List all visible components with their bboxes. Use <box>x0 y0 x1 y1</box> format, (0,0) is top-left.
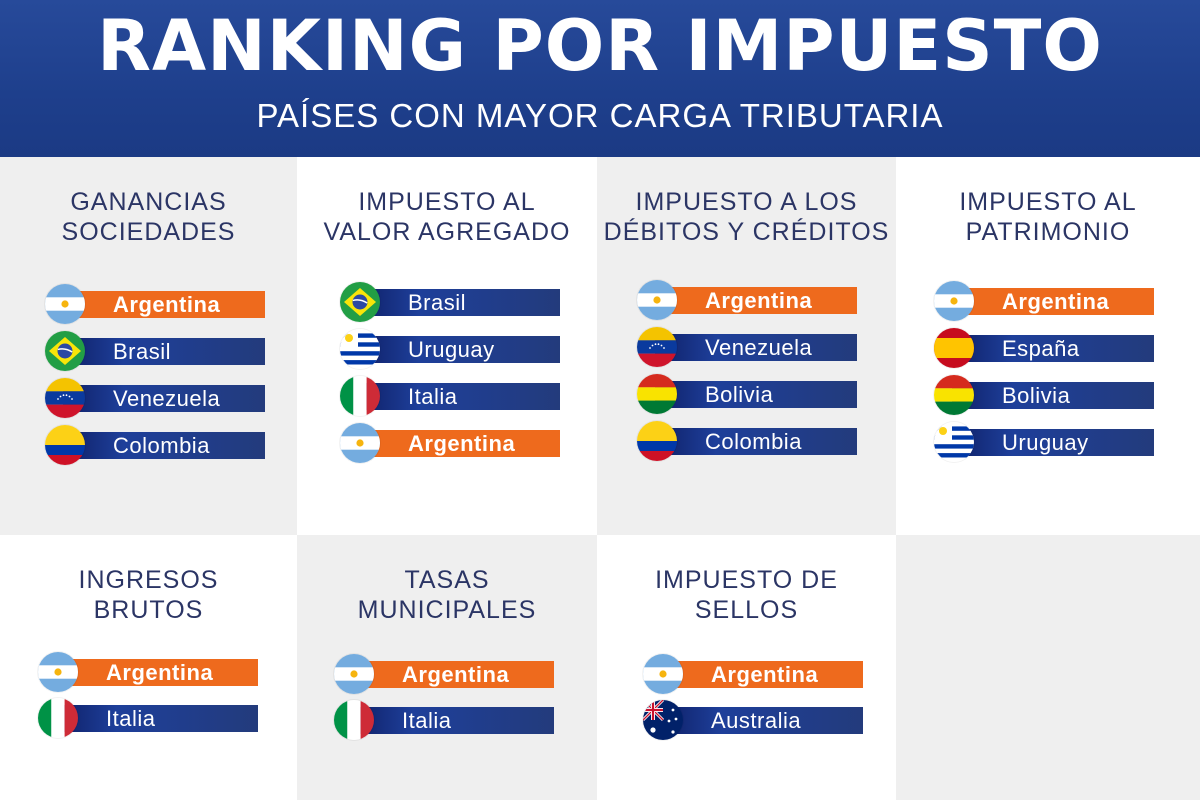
category-title: GANANCIAS SOCIEDADES <box>61 188 236 246</box>
country-row: Italia <box>334 700 556 740</box>
country-label: España <box>952 335 1154 362</box>
argentina-flag-icon <box>38 652 78 692</box>
country-label: Brasil <box>63 338 265 365</box>
argentina-flag-icon <box>643 654 683 694</box>
brazil-flag-icon <box>45 331 85 371</box>
country-row: Italia <box>340 376 562 416</box>
category-card-tasas-municipales: TASAS MUNICIPALES Argentina Italia <box>297 535 597 800</box>
country-label: Colombia <box>63 432 265 459</box>
ranking-grid: GANANCIAS SOCIEDADES Argentina Brasil Vene… <box>0 157 1200 800</box>
country-row: Italia <box>38 698 260 738</box>
category-title: TASAS MUNICIPALES <box>357 566 537 624</box>
country-label-highlighted: Argentina <box>63 291 265 318</box>
country-row: Argentina <box>45 284 267 324</box>
bolivia-flag-icon <box>637 374 677 414</box>
page-title: RANKING POR IMPUESTO <box>97 5 1103 87</box>
country-row: Colombia <box>45 425 267 465</box>
argentina-flag-icon <box>45 284 85 324</box>
country-row: Argentina <box>340 423 562 463</box>
country-row: Argentina <box>637 280 859 320</box>
country-label: Italia <box>358 383 560 410</box>
country-row: Argentina <box>643 654 865 694</box>
header-banner: RANKING POR IMPUESTO PAÍSES CON MAYOR CA… <box>0 0 1200 157</box>
country-row: España <box>934 328 1156 368</box>
argentina-flag-icon <box>637 280 677 320</box>
country-row: Brasil <box>340 282 562 322</box>
country-row: Uruguay <box>934 422 1156 462</box>
country-row: Venezuela <box>45 378 267 418</box>
argentina-flag-icon <box>340 423 380 463</box>
country-label-highlighted: Argentina <box>358 430 560 457</box>
country-label: Australia <box>661 707 863 734</box>
category-title: IMPUESTO AL VALOR AGREGADO <box>323 188 571 246</box>
country-label: Uruguay <box>952 429 1154 456</box>
country-row: Brasil <box>45 331 267 371</box>
bolivia-flag-icon <box>934 375 974 415</box>
category-card-sellos: IMPUESTO DE SELLOS Argentina Australia <box>597 535 896 800</box>
country-row: Argentina <box>934 281 1156 321</box>
country-label: Uruguay <box>358 336 560 363</box>
category-card-iva: IMPUESTO AL VALOR AGREGADO Brasil Uruguay… <box>297 157 597 535</box>
brazil-flag-icon <box>340 282 380 322</box>
country-row: Bolivia <box>934 375 1156 415</box>
venezuela-flag-icon <box>45 378 85 418</box>
country-row: Australia <box>643 700 865 740</box>
country-row: Venezuela <box>637 327 859 367</box>
argentina-flag-icon <box>334 654 374 694</box>
page-subtitle: PAÍSES CON MAYOR CARGA TRIBUTARIA <box>256 97 944 134</box>
colombia-flag-icon <box>45 425 85 465</box>
category-card-patrimonio: IMPUESTO AL PATRIMONIO Argentina España Bo… <box>896 157 1200 535</box>
country-row: Uruguay <box>340 329 562 369</box>
colombia-flag-icon <box>637 421 677 461</box>
country-label-highlighted: Argentina <box>952 288 1154 315</box>
country-label: Italia <box>352 707 554 734</box>
country-row: Colombia <box>637 421 859 461</box>
country-label: Venezuela <box>655 334 857 361</box>
category-title: INGRESOS BRUTOS <box>78 566 219 624</box>
italy-flag-icon <box>38 698 78 738</box>
country-label-highlighted: Argentina <box>655 287 857 314</box>
australia-flag-icon <box>643 700 683 740</box>
country-row: Bolivia <box>637 374 859 414</box>
country-label: Colombia <box>655 428 857 455</box>
argentina-flag-icon <box>934 281 974 321</box>
country-label: Venezuela <box>63 385 265 412</box>
category-title: IMPUESTO AL PATRIMONIO <box>959 188 1137 246</box>
category-card-debitos-creditos: IMPUESTO A LOS DÉBITOS Y CRÉDITOS Argent… <box>597 157 896 535</box>
country-label-highlighted: Argentina <box>56 659 258 686</box>
country-label-highlighted: Argentina <box>661 661 863 688</box>
country-row: Argentina <box>334 654 556 694</box>
country-row: Argentina <box>38 652 260 692</box>
italy-flag-icon <box>340 376 380 416</box>
italy-flag-icon <box>334 700 374 740</box>
country-label-highlighted: Argentina <box>352 661 554 688</box>
category-title: IMPUESTO A LOS DÉBITOS Y CRÉDITOS <box>603 188 890 246</box>
country-label: Brasil <box>358 289 560 316</box>
category-card-ganancias: GANANCIAS SOCIEDADES Argentina Brasil Vene… <box>0 157 297 535</box>
country-label: Bolivia <box>952 382 1154 409</box>
country-label: Bolivia <box>655 381 857 408</box>
uruguay-flag-icon <box>934 422 974 462</box>
uruguay-flag-icon <box>340 329 380 369</box>
venezuela-flag-icon <box>637 327 677 367</box>
spain-flag-icon <box>934 328 974 368</box>
category-card-ingresos-brutos: INGRESOS BRUTOS Argentina Italia <box>0 535 297 800</box>
empty-card <box>896 535 1200 800</box>
category-title: IMPUESTO DE SELLOS <box>655 566 838 624</box>
country-label: Italia <box>56 705 258 732</box>
